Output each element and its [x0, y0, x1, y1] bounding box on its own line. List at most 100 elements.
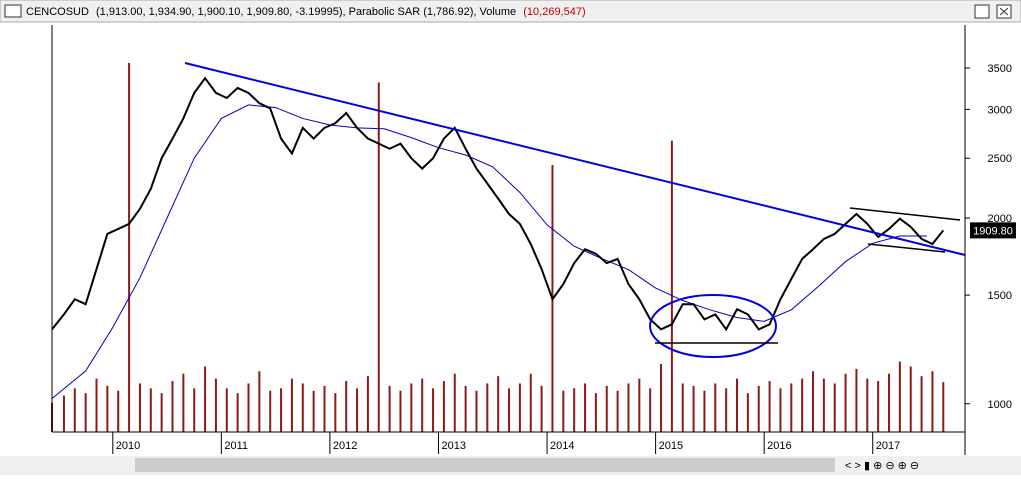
volume-bar [106, 385, 109, 432]
volume-bar [877, 381, 880, 432]
volume-bar [312, 390, 315, 432]
sep: , [473, 6, 479, 18]
window-icon [4, 4, 22, 18]
header: CENCOSUD (1,913.00, 1,934.90, 1,900.10, … [26, 6, 586, 18]
volume-bar [931, 371, 934, 432]
plot: 1000 1500 2000 2500 3000 3500 2010 2011 2012 2013… [51, 63, 1012, 454]
volume-bar [594, 393, 597, 432]
volume-bar [942, 382, 945, 432]
volume-value: (10,269,547) [523, 6, 585, 18]
volume-bar [171, 381, 174, 432]
volume-bar [214, 378, 217, 432]
last-price-box [970, 222, 1016, 239]
volume-bar [138, 383, 141, 432]
title-bar [0, 0, 1021, 23]
x-tick-label: 2014 [550, 440, 574, 452]
toolbar-icons[interactable]: < > ▮ ⊕ ⊖ ⊕ ⊖ [845, 460, 919, 472]
volume-bar [421, 378, 424, 432]
y-tick-label: 1500 [988, 290, 1012, 302]
volume-bar [736, 378, 739, 432]
restore-button[interactable] [974, 4, 990, 19]
x-tick-label: 2016 [767, 440, 791, 452]
trend-line [184, 62, 966, 256]
y-tick-label: 1000 [988, 399, 1012, 411]
volume-bar [703, 390, 706, 432]
volume-bar [225, 388, 228, 432]
volume-bar [377, 82, 380, 432]
volume-bar [822, 378, 825, 432]
volume-bar [334, 393, 337, 432]
volume-bar [475, 390, 478, 432]
scroll-thumb[interactable] [135, 458, 835, 472]
volume-bar [486, 383, 489, 432]
volume-bar [247, 383, 250, 432]
volume-bar [508, 388, 511, 432]
volume-bar [301, 383, 304, 432]
volume-bar [84, 393, 87, 432]
volume-bar [562, 390, 565, 432]
volume-bar [453, 373, 456, 432]
volume-bar [388, 385, 391, 432]
volume-bar [290, 378, 293, 432]
ohlc: (1,913.00, 1,934.90, 1,900.10, 1,909.80,… [96, 6, 342, 18]
volume-bar [497, 376, 500, 432]
volume-bar [62, 395, 65, 432]
volume-bar [464, 385, 467, 432]
y-tick-label: 3000 [988, 104, 1012, 116]
volume-bar [95, 378, 98, 432]
volume-bar [518, 383, 521, 432]
volume-bar [746, 393, 749, 432]
volume-bar [73, 388, 76, 432]
y-tick-label: 2500 [988, 153, 1012, 165]
volume-bar [540, 385, 543, 432]
moving-average [51, 104, 928, 399]
volume-bar [638, 378, 641, 432]
volume-bar [627, 383, 630, 432]
volume-bar [204, 366, 207, 432]
volume-bar [258, 371, 261, 432]
bottom-ellipse [649, 294, 777, 358]
volume-bar [790, 383, 793, 432]
channel-top [849, 207, 961, 221]
volume-bar [757, 385, 760, 432]
volume-bar [160, 393, 163, 432]
volume-bar [649, 388, 652, 432]
volume-bar [117, 390, 120, 432]
volume-bar [193, 388, 196, 432]
volume-bar [128, 63, 131, 432]
volume-bar [692, 385, 695, 432]
close-icon [999, 7, 1009, 16]
volume-bar [269, 390, 272, 432]
volume-bar [323, 385, 326, 432]
volume-bar [725, 388, 728, 432]
volume-bar [909, 366, 912, 432]
volume-label: Volume [479, 6, 516, 18]
volume-bar [236, 393, 239, 432]
volume-bar [714, 383, 717, 432]
volume-bar [442, 381, 445, 432]
volume-bar [149, 388, 152, 432]
volume-bar [410, 383, 413, 432]
volume-bar [681, 383, 684, 432]
volume-bar [573, 388, 576, 432]
volume-bar [779, 388, 782, 432]
x-tick-label: 2013 [441, 440, 465, 452]
volume-bar [605, 385, 608, 432]
symbol: CENCOSUD [26, 6, 89, 18]
volume-bar [866, 378, 869, 432]
volume-bar [182, 373, 185, 432]
volume-bar [280, 388, 283, 432]
volume-bar [768, 381, 771, 432]
y-tick-label: 2000 [988, 213, 1012, 225]
volume-bar [345, 381, 348, 432]
x-tick-label: 2010 [116, 440, 140, 452]
x-tick-label: 2011 [224, 440, 248, 452]
volume-bar [432, 388, 435, 432]
y-tick-label: 3500 [988, 63, 1012, 75]
sar-label: Parabolic SAR (1,786.92) [349, 6, 474, 18]
channel-bottom [867, 243, 946, 253]
last-price-label: 1909.80 [973, 225, 1013, 237]
volume-bar [399, 390, 402, 432]
